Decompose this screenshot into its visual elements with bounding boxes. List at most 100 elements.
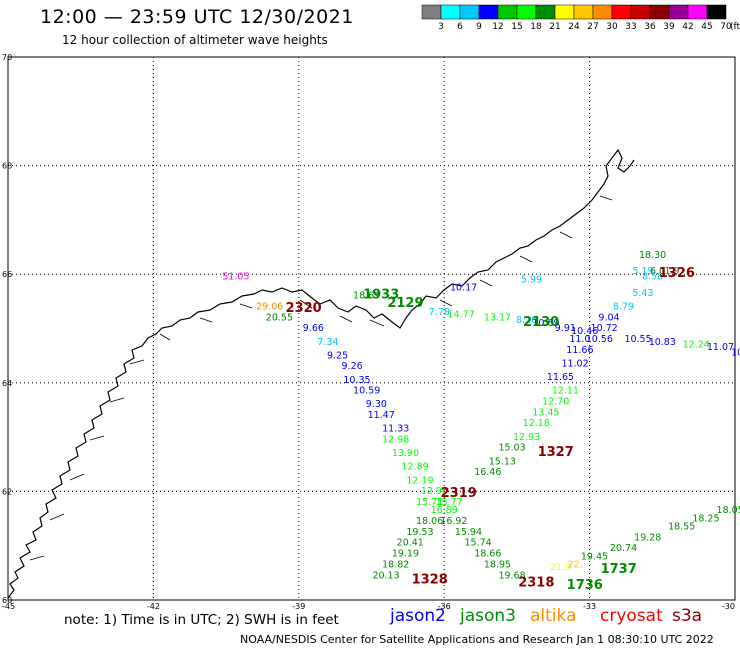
scale-tick-label: 36	[644, 22, 656, 32]
scale-tick-label: 42	[682, 22, 693, 32]
swh-label: 12.89	[402, 462, 429, 473]
swh-label: 12.93	[513, 432, 540, 443]
scale-tick-label: 45	[701, 22, 712, 32]
lat-lon-grid	[7, 56, 736, 601]
swh-label: 8.58	[642, 272, 663, 283]
swh-label: 18.55	[668, 521, 695, 532]
swh-label: 18.06	[416, 516, 443, 527]
swh-label: 13.17	[484, 312, 511, 323]
swh-label: 18.69	[353, 291, 380, 302]
pass-time-label: 2129	[387, 296, 423, 311]
swh-label: 5.43	[632, 288, 653, 299]
swh-label: 20.13	[372, 570, 399, 581]
swh-label: 18.95	[484, 559, 511, 570]
swh-label: 10.17	[450, 282, 477, 293]
swh-label: 12.98	[382, 435, 409, 446]
swh-label: 12.70	[542, 397, 569, 408]
swh-label: 7.78	[429, 307, 450, 318]
pass-time-label: 2318	[518, 575, 554, 590]
swh-label: 9.04	[598, 312, 619, 323]
note-text: note: 1) Time is in UTC; 2) SWH is in fe…	[64, 612, 339, 628]
pass-time-label: 1328	[412, 573, 448, 588]
lat-tick-label: 60	[2, 596, 12, 605]
swh-label: 20.41	[397, 538, 424, 549]
swh-label: 19.28	[634, 532, 661, 543]
swh-label: 8.26	[516, 315, 537, 326]
swh-label: 18.30	[639, 250, 666, 261]
axis-labels: 70 68 66 64 62 60-45 -42 -39 -36 -33 -30	[2, 53, 735, 611]
scale-tick-label: 15	[511, 22, 522, 32]
swh-label: 1.9	[664, 266, 679, 277]
scale-tick-label: 18	[530, 22, 542, 32]
lat-tick-label: 64	[2, 379, 12, 388]
lat-tick-label: 62	[2, 487, 12, 496]
swh-label: 15.94	[455, 527, 482, 538]
swh-label: 21.9	[550, 562, 571, 573]
swh-label: 10.56	[586, 334, 613, 345]
swh-label: 18.25	[692, 513, 719, 524]
swh-label: 15.13	[489, 456, 516, 467]
legend-cryosat: cryosat	[600, 606, 663, 626]
swh-label: 11.47	[368, 410, 395, 421]
swh-label: 19.53	[406, 527, 433, 538]
legend-jason3: jason3	[460, 606, 516, 626]
map-frame	[7, 56, 736, 601]
scale-tick-label: 70	[720, 22, 732, 32]
scale-tick-label: 6	[457, 22, 463, 32]
scale-tick-label: 39	[663, 22, 675, 32]
swh-label: 10.55	[624, 334, 651, 345]
swh-label: 8.79	[613, 301, 634, 312]
lon-tick-label: -42	[147, 602, 160, 611]
swh-label: 10.59	[353, 386, 380, 397]
swh-label: 11.0	[569, 334, 590, 345]
swh-label: 12.24	[683, 340, 710, 351]
swh-label: 10.72	[591, 323, 618, 334]
scale-tick-label: 27	[587, 22, 598, 32]
swh-label: 9.25	[327, 350, 348, 361]
lon-tick-label: -36	[438, 602, 451, 611]
swh-label: 13.90	[392, 448, 419, 459]
swh-label: 22.	[568, 559, 583, 570]
swh-label: 10.46	[571, 326, 598, 337]
swh-label: 5.99	[521, 274, 542, 285]
scale-swatch	[706, 4, 727, 20]
swh-label: 19.68	[498, 570, 525, 581]
swh-label: 15.77	[435, 497, 462, 508]
lon-tick-label: -45	[2, 602, 15, 611]
swh-label: 12.96	[421, 486, 448, 497]
scale-tick-label: 33	[625, 22, 636, 32]
swh-label: 19.19	[392, 549, 419, 560]
swh-label: 14.77	[448, 310, 475, 321]
swh-label: 10.35	[343, 375, 370, 386]
swh-label: 18.82	[382, 559, 409, 570]
map-subtitle: 12 hour collection of altimeter wave hei…	[62, 33, 328, 47]
scale-tick-label: 9	[476, 22, 482, 32]
lat-tick-label: 66	[2, 270, 12, 279]
swh-label: 15.74	[465, 538, 492, 549]
swh-label: 16.46	[474, 467, 501, 478]
scale-unit-label: (ft)	[730, 22, 740, 32]
lon-tick-label: -39	[292, 602, 305, 611]
scale-tick-label: 3	[438, 22, 444, 32]
lat-tick-label: 70	[2, 53, 12, 62]
swh-label: 51.05	[222, 272, 249, 283]
lon-tick-label: -30	[722, 602, 735, 611]
swh-label: 20.74	[610, 543, 637, 554]
swh-label: 10.37	[731, 348, 740, 359]
swh-label: 9.30	[366, 399, 387, 410]
swh-label: 10.83	[649, 337, 676, 348]
lon-tick-label: -33	[583, 602, 596, 611]
swh-label: 29.06	[256, 301, 283, 312]
pass-time-label: 1327	[538, 445, 574, 460]
swh-label: 16.92	[440, 516, 467, 527]
swh-label: 6.0	[650, 266, 665, 277]
swh-label: 11.33	[382, 424, 409, 435]
legend-altika: altika	[530, 606, 577, 626]
swh-label: 7.34	[317, 337, 338, 348]
swh-label: 11.02	[561, 359, 588, 370]
pass-time-label: 1737	[601, 562, 637, 577]
swh-label: 16.89	[431, 505, 458, 516]
swh-label: 9.26	[342, 361, 363, 372]
